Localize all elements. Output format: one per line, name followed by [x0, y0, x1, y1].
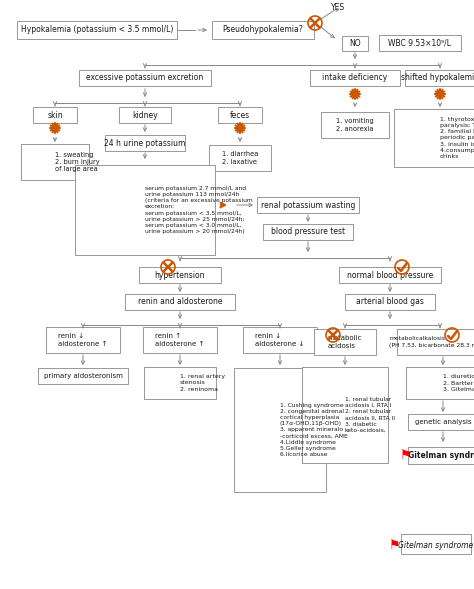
FancyBboxPatch shape	[397, 329, 474, 355]
Text: 1. Cushing syndrome
2. congenital adrenal
cortical hyperplasia
(17α-OHD,11β-OHD): 1. Cushing syndrome 2. congenital adrena…	[280, 403, 348, 457]
FancyBboxPatch shape	[105, 135, 185, 151]
Text: renin ↑
aldosterone ↑: renin ↑ aldosterone ↑	[155, 333, 205, 347]
Text: metabolic
acidosis: metabolic acidosis	[328, 335, 362, 349]
FancyBboxPatch shape	[314, 329, 376, 355]
FancyBboxPatch shape	[38, 368, 128, 384]
Text: ⚑: ⚑	[401, 448, 411, 462]
Text: renin ↓
aldosterone ↑: renin ↓ aldosterone ↑	[58, 333, 108, 347]
Text: 1. renal tubular
acidosis I, RTA I
2. renal tubular
acidosis II, RTA II
3. diabe: 1. renal tubular acidosis I, RTA I 2. re…	[345, 397, 395, 433]
Text: renal potassium wasting: renal potassium wasting	[261, 200, 355, 210]
FancyBboxPatch shape	[263, 224, 353, 240]
Text: 24 h urine potassium: 24 h urine potassium	[104, 138, 186, 147]
Text: Pseudohypokalemia?: Pseudohypokalemia?	[223, 25, 303, 35]
FancyBboxPatch shape	[406, 367, 474, 399]
Text: renin and aldosterone: renin and aldosterone	[138, 297, 222, 306]
FancyBboxPatch shape	[302, 367, 388, 463]
Text: NO: NO	[349, 38, 361, 48]
Text: arterial blood gas: arterial blood gas	[356, 297, 424, 306]
Text: skin: skin	[47, 111, 63, 120]
FancyBboxPatch shape	[139, 267, 221, 283]
FancyBboxPatch shape	[79, 70, 211, 86]
Text: ⚑: ⚑	[389, 538, 401, 551]
Text: shifted hypokalemia: shifted hypokalemia	[401, 74, 474, 82]
FancyBboxPatch shape	[75, 165, 215, 255]
FancyBboxPatch shape	[212, 21, 314, 39]
Text: Hypokalemia (potassium < 3.5 mmol/L): Hypokalemia (potassium < 3.5 mmol/L)	[21, 25, 173, 35]
Text: YES: YES	[331, 4, 345, 12]
FancyBboxPatch shape	[125, 294, 235, 310]
FancyBboxPatch shape	[209, 145, 271, 171]
Text: 1. sweating
2. burn injury
of large area: 1. sweating 2. burn injury of large area	[55, 151, 100, 173]
FancyBboxPatch shape	[218, 107, 262, 123]
FancyBboxPatch shape	[310, 70, 400, 86]
Text: 1. diarrhea
2. laxative: 1. diarrhea 2. laxative	[222, 151, 258, 165]
Text: 1. vomiting
2. anorexia: 1. vomiting 2. anorexia	[336, 118, 374, 132]
Text: renin ↓
aldosterone ↓: renin ↓ aldosterone ↓	[255, 333, 305, 347]
Text: kidney: kidney	[132, 111, 158, 120]
FancyBboxPatch shape	[408, 446, 474, 464]
Text: excessive potassium excretion: excessive potassium excretion	[86, 74, 204, 82]
Text: WBC 9.53×10⁹/L: WBC 9.53×10⁹/L	[389, 38, 452, 48]
Text: metabolicalkalosis
(PH 7.53, bicarbonate 28.3 mmol/L): metabolicalkalosis (PH 7.53, bicarbonate…	[389, 336, 474, 348]
FancyBboxPatch shape	[339, 267, 441, 283]
Text: feces: feces	[230, 111, 250, 120]
Text: genetic analysis: genetic analysis	[415, 419, 471, 425]
FancyBboxPatch shape	[21, 144, 89, 180]
FancyBboxPatch shape	[257, 197, 359, 213]
FancyBboxPatch shape	[405, 70, 474, 86]
Text: intake deficiency: intake deficiency	[322, 74, 388, 82]
Text: blood pressure test: blood pressure test	[271, 227, 345, 237]
FancyBboxPatch shape	[234, 368, 326, 492]
Text: 1. renal artery
stenosis
2. reninoma: 1. renal artery stenosis 2. reninoma	[180, 374, 225, 392]
Text: primary aldosteronism: primary aldosteronism	[44, 373, 122, 379]
Text: 1. thyrotoxic periodic
paralysis; TPP
2. familial hypokalemic
periodic paralysis: 1. thyrotoxic periodic paralysis; TPP 2.…	[440, 117, 474, 159]
FancyBboxPatch shape	[119, 107, 171, 123]
FancyBboxPatch shape	[401, 534, 471, 554]
FancyBboxPatch shape	[33, 107, 77, 123]
FancyBboxPatch shape	[394, 109, 474, 167]
FancyBboxPatch shape	[408, 414, 474, 430]
FancyBboxPatch shape	[46, 327, 120, 353]
Text: 1. diuretic
2. Bartter syndrome
3. Gitelman syndrome: 1. diuretic 2. Bartter syndrome 3. Gitel…	[443, 374, 474, 392]
FancyBboxPatch shape	[379, 35, 461, 51]
Text: serum potassium 2.7 mmol/L and
urine potassium 113 mmol/24h
(criteria for an exc: serum potassium 2.7 mmol/L and urine pot…	[145, 186, 253, 234]
FancyBboxPatch shape	[342, 35, 368, 51]
FancyBboxPatch shape	[345, 294, 435, 310]
Text: normal blood pressure: normal blood pressure	[347, 270, 433, 280]
Text: Gitelman syndrome: Gitelman syndrome	[408, 451, 474, 459]
FancyBboxPatch shape	[143, 327, 217, 353]
Text: Gitelman syndrome: Gitelman syndrome	[398, 541, 474, 550]
FancyBboxPatch shape	[17, 21, 177, 39]
FancyBboxPatch shape	[243, 327, 317, 353]
FancyBboxPatch shape	[321, 112, 389, 138]
Text: hypertension: hypertension	[155, 270, 205, 280]
FancyBboxPatch shape	[144, 367, 216, 399]
